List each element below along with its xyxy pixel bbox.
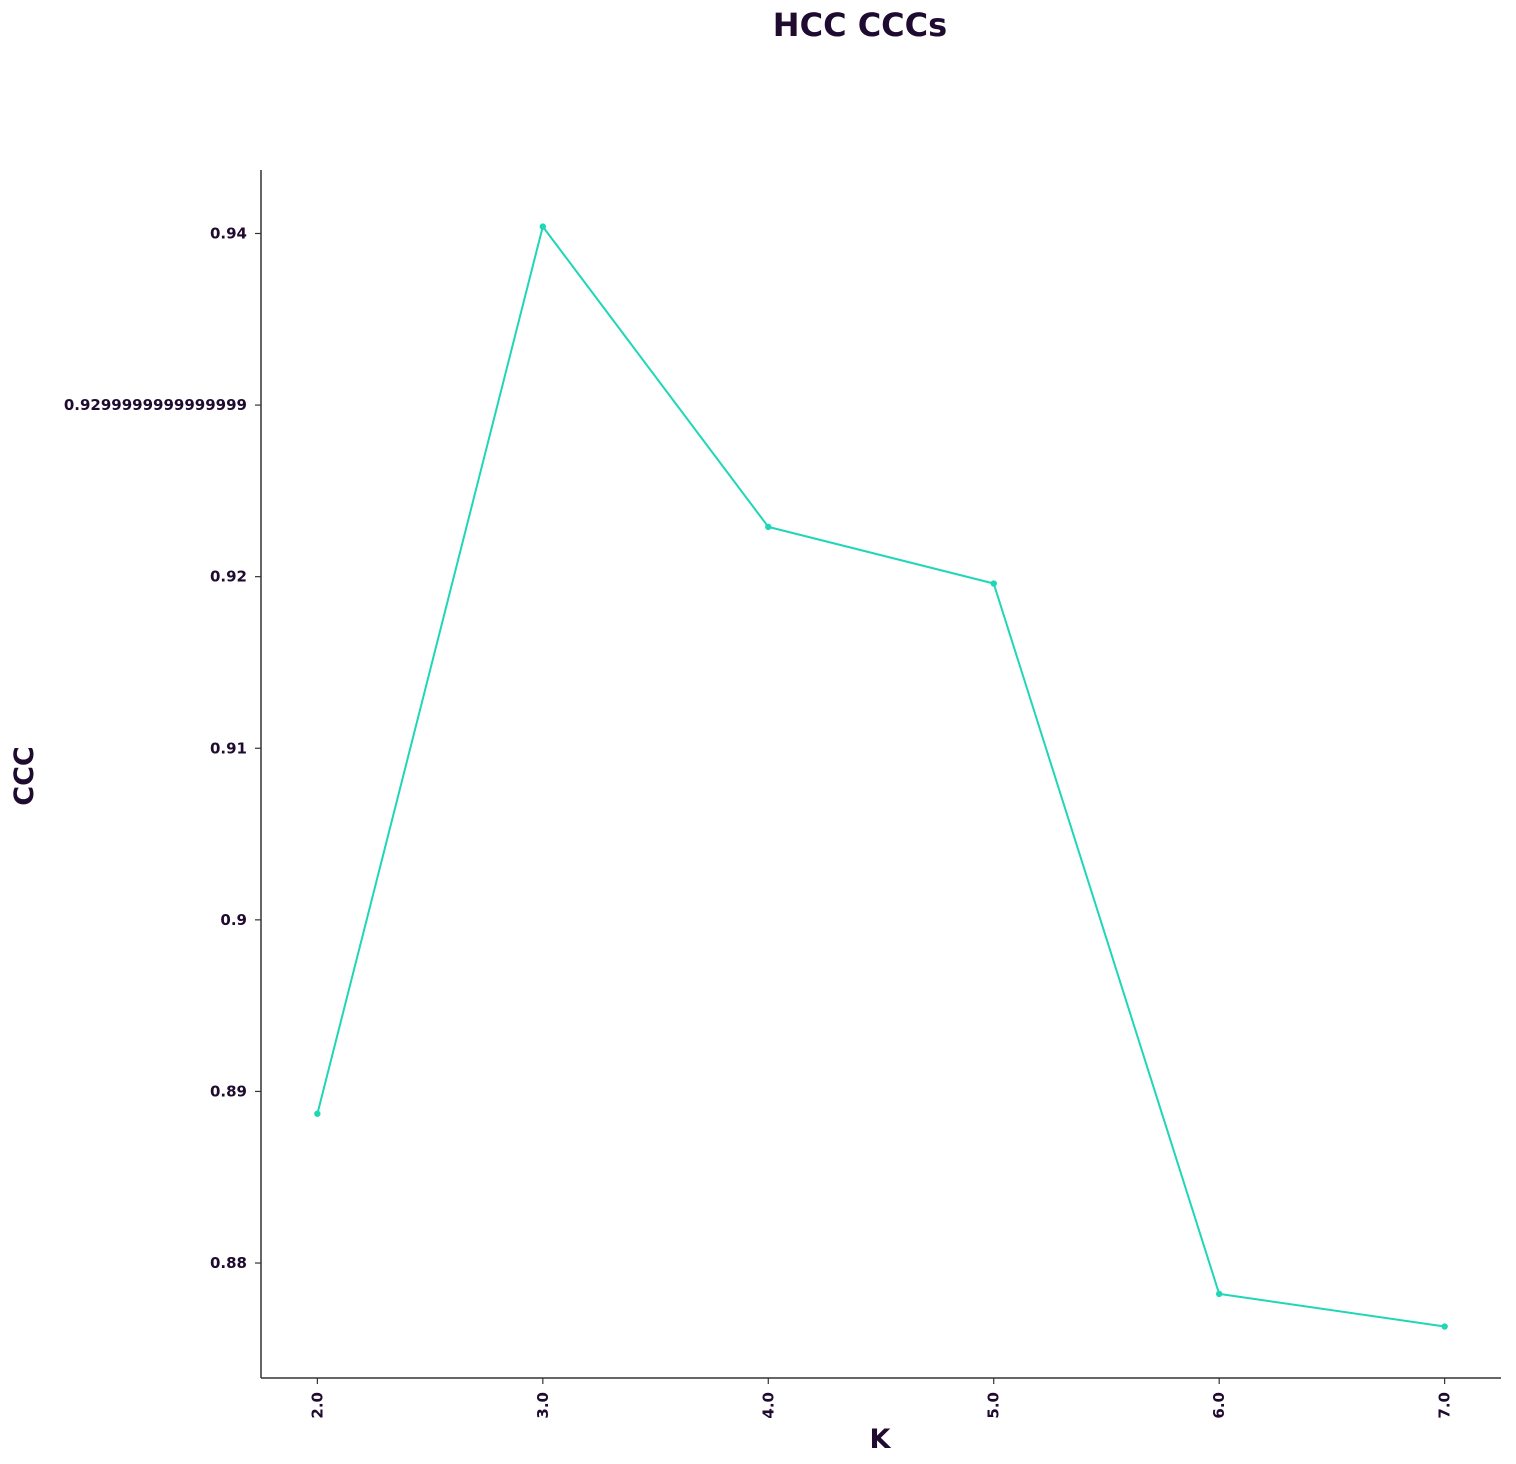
- x-tick-label: 4.0: [759, 1392, 777, 1419]
- y-tick-label: 0.9299999999999999: [64, 396, 247, 414]
- x-tick-label: 6.0: [1210, 1392, 1228, 1419]
- data-point: [765, 523, 772, 531]
- x-tick-label: 7.0: [1436, 1392, 1454, 1419]
- y-tick-label: 0.94: [210, 224, 247, 242]
- x-ticks: 2.0 3.0 4.0 5.0 6.0 7.0: [308, 1378, 1454, 1419]
- x-axis-label: K: [870, 1424, 892, 1455]
- x-tick-label: 2.0: [308, 1392, 326, 1419]
- chart-title: HCC CCCs: [773, 6, 947, 44]
- series-group: [314, 223, 1448, 1330]
- y-tick-label: 0.91: [210, 739, 247, 757]
- y-ticks: 0.88 0.89 0.9 0.91 0.92 0.9299999999999999 0.9…: [64, 224, 261, 1272]
- x-tick-label: 5.0: [985, 1392, 1003, 1419]
- y-tick-label: 0.9: [220, 911, 247, 929]
- y-tick-label: 0.89: [210, 1082, 247, 1100]
- data-point: [990, 580, 997, 587]
- axes: [260, 170, 1501, 1379]
- data-point: [314, 1110, 321, 1117]
- x-tick-label: 3.0: [534, 1392, 552, 1419]
- y-axis-label: CCC: [9, 746, 40, 805]
- data-point: [1441, 1323, 1448, 1330]
- data-point: [1215, 1290, 1223, 1298]
- data-point: [539, 223, 547, 230]
- series-line: [316, 225, 1445, 1328]
- y-tick-label: 0.92: [210, 568, 247, 586]
- y-tick-label: 0.88: [210, 1254, 247, 1272]
